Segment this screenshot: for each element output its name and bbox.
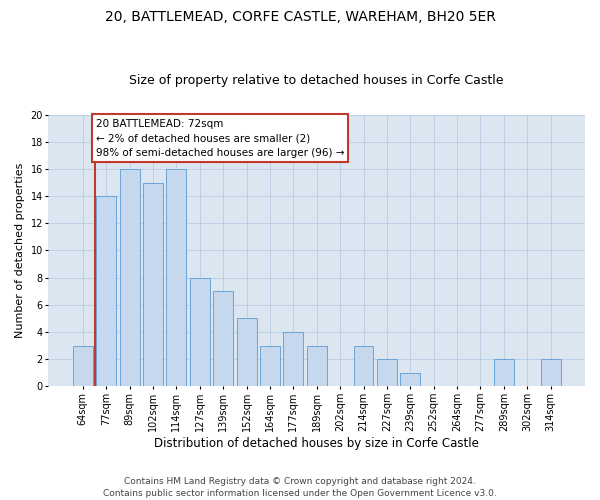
Text: 20 BATTLEMEAD: 72sqm
← 2% of detached houses are smaller (2)
98% of semi-detache: 20 BATTLEMEAD: 72sqm ← 2% of detached ho… [95,118,344,158]
Bar [190,278,210,386]
Bar [166,169,187,386]
Bar [143,182,163,386]
Bar [377,359,397,386]
Bar [494,359,514,386]
Bar [283,332,303,386]
Bar [307,346,326,387]
Bar [236,318,257,386]
Bar [541,359,560,386]
Bar [213,291,233,386]
Bar [119,169,140,386]
X-axis label: Distribution of detached houses by size in Corfe Castle: Distribution of detached houses by size … [154,437,479,450]
Y-axis label: Number of detached properties: Number of detached properties [15,163,25,338]
Text: Contains HM Land Registry data © Crown copyright and database right 2024.
Contai: Contains HM Land Registry data © Crown c… [103,476,497,498]
Bar [260,346,280,387]
Title: Size of property relative to detached houses in Corfe Castle: Size of property relative to detached ho… [130,74,504,87]
Bar [73,346,93,387]
Text: 20, BATTLEMEAD, CORFE CASTLE, WAREHAM, BH20 5ER: 20, BATTLEMEAD, CORFE CASTLE, WAREHAM, B… [104,10,496,24]
Bar [353,346,373,387]
Bar [96,196,116,386]
Bar [400,373,420,386]
